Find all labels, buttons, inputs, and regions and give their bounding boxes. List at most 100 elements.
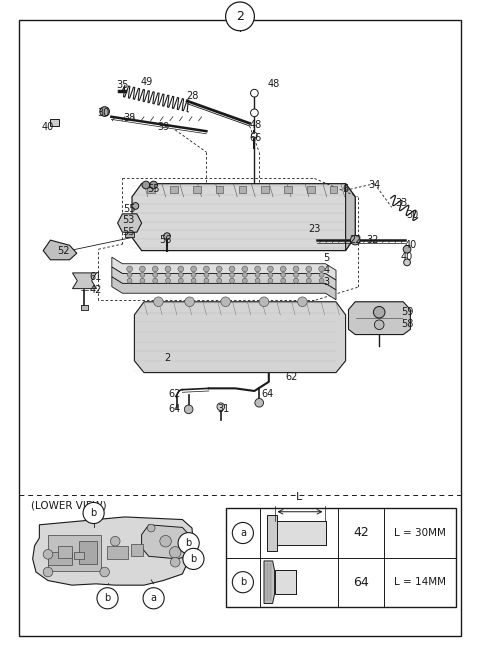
- Text: 34: 34: [368, 180, 381, 190]
- Circle shape: [43, 567, 53, 577]
- Circle shape: [191, 278, 196, 283]
- Circle shape: [140, 266, 145, 272]
- Circle shape: [280, 266, 286, 272]
- Circle shape: [242, 272, 247, 277]
- Text: 30: 30: [97, 108, 109, 118]
- Bar: [58, 546, 72, 558]
- Text: L = 30MM: L = 30MM: [394, 528, 446, 538]
- Circle shape: [251, 89, 258, 97]
- Text: 2: 2: [236, 10, 244, 23]
- Circle shape: [217, 272, 222, 277]
- Text: 4: 4: [324, 265, 329, 276]
- Circle shape: [229, 272, 234, 277]
- Text: 55: 55: [147, 184, 160, 194]
- Text: a: a: [240, 528, 246, 538]
- Text: 64: 64: [168, 404, 181, 415]
- Circle shape: [268, 278, 273, 283]
- Circle shape: [255, 272, 260, 277]
- Circle shape: [306, 272, 311, 277]
- Text: 3: 3: [324, 277, 329, 287]
- Polygon shape: [112, 257, 336, 280]
- Circle shape: [281, 272, 286, 277]
- Text: 6: 6: [343, 184, 348, 194]
- Circle shape: [350, 236, 360, 245]
- Text: 55: 55: [122, 227, 135, 237]
- Circle shape: [319, 272, 324, 277]
- Text: 2: 2: [164, 353, 170, 363]
- Bar: [131, 544, 143, 556]
- Text: 59: 59: [401, 307, 413, 318]
- Circle shape: [242, 266, 248, 272]
- Text: 39: 39: [157, 122, 169, 133]
- Text: 23: 23: [308, 224, 321, 234]
- Circle shape: [403, 245, 411, 253]
- Circle shape: [255, 266, 261, 272]
- Circle shape: [179, 272, 183, 277]
- Bar: [284, 186, 292, 193]
- Polygon shape: [264, 561, 275, 604]
- Text: 40: 40: [405, 240, 417, 251]
- Circle shape: [154, 297, 163, 306]
- Circle shape: [229, 266, 235, 272]
- Circle shape: [43, 550, 53, 559]
- Circle shape: [160, 535, 171, 547]
- Text: b: b: [190, 554, 197, 564]
- Circle shape: [100, 107, 109, 116]
- Circle shape: [319, 266, 324, 272]
- Bar: [275, 571, 296, 594]
- Circle shape: [166, 278, 170, 283]
- Circle shape: [185, 297, 194, 306]
- Text: 22: 22: [349, 235, 361, 245]
- Polygon shape: [118, 214, 142, 232]
- Text: 61: 61: [90, 272, 102, 282]
- Circle shape: [294, 278, 299, 283]
- Text: 42: 42: [90, 285, 102, 295]
- Circle shape: [110, 537, 120, 546]
- Circle shape: [255, 398, 264, 407]
- Circle shape: [127, 272, 132, 277]
- Circle shape: [232, 571, 253, 593]
- Text: 55: 55: [123, 203, 136, 214]
- Text: 40: 40: [42, 122, 54, 133]
- Circle shape: [165, 266, 171, 272]
- Bar: [275, 521, 326, 544]
- Circle shape: [184, 405, 193, 414]
- Circle shape: [100, 567, 109, 577]
- Circle shape: [267, 266, 273, 272]
- Polygon shape: [33, 517, 193, 585]
- Circle shape: [191, 266, 196, 272]
- Polygon shape: [43, 240, 77, 260]
- Bar: [79, 541, 97, 564]
- Circle shape: [169, 546, 181, 558]
- Text: 28: 28: [186, 91, 198, 101]
- Polygon shape: [112, 267, 336, 290]
- Bar: [239, 186, 246, 193]
- Text: b: b: [240, 577, 246, 587]
- Text: b: b: [185, 538, 192, 548]
- Circle shape: [373, 306, 385, 318]
- Text: 62: 62: [168, 388, 181, 399]
- Bar: [330, 186, 337, 193]
- Text: L: L: [296, 492, 302, 502]
- Text: 30: 30: [407, 210, 419, 220]
- Bar: [107, 546, 128, 559]
- Circle shape: [127, 278, 132, 283]
- Text: 48: 48: [249, 119, 262, 130]
- Circle shape: [166, 272, 170, 277]
- Circle shape: [191, 272, 196, 277]
- Circle shape: [178, 266, 184, 272]
- Circle shape: [252, 133, 257, 138]
- Text: 62: 62: [286, 371, 298, 382]
- Text: 33: 33: [395, 198, 408, 209]
- Bar: [74, 552, 84, 559]
- Bar: [81, 305, 88, 310]
- Circle shape: [298, 297, 307, 306]
- Text: b: b: [90, 508, 97, 518]
- Circle shape: [183, 548, 204, 569]
- Circle shape: [132, 203, 139, 209]
- Circle shape: [306, 278, 311, 283]
- Circle shape: [164, 233, 170, 239]
- Circle shape: [204, 272, 209, 277]
- Bar: [170, 186, 178, 193]
- Text: 38: 38: [123, 113, 136, 123]
